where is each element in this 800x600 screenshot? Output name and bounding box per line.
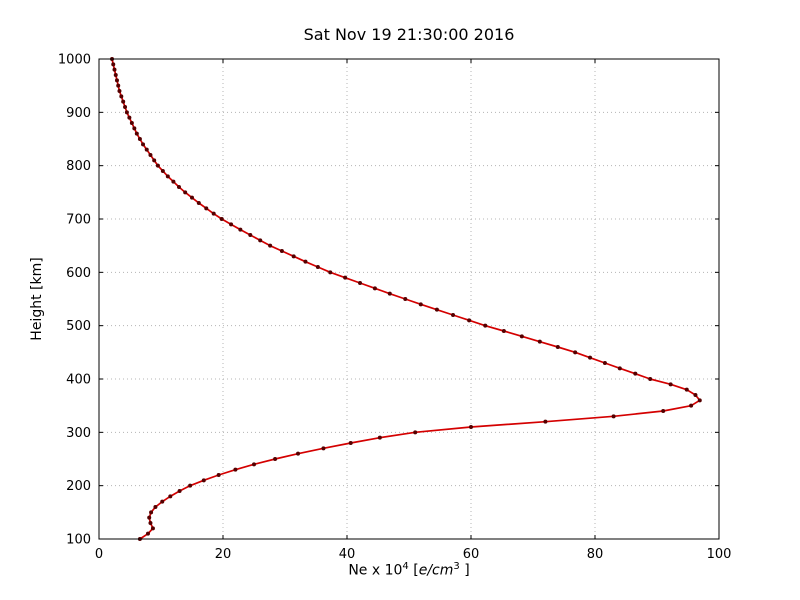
x-tick-label: 80 xyxy=(587,547,604,562)
y-tick-label: 600 xyxy=(66,266,91,281)
y-tick-label: 1000 xyxy=(58,53,91,68)
xlabel-bracket-open: [ xyxy=(408,562,419,579)
y-tick-label: 900 xyxy=(66,106,91,121)
grid-lines xyxy=(99,59,719,539)
y-tick-label: 500 xyxy=(66,319,91,334)
xlabel-units-exponent: 3 xyxy=(453,561,460,572)
y-tick-label: 200 xyxy=(66,479,91,494)
y-tick-label: 800 xyxy=(66,159,91,174)
y-tick-label: 100 xyxy=(66,533,91,548)
y-axis-label: Height [km] xyxy=(29,257,45,341)
x-tick-label: 100 xyxy=(707,547,732,562)
xlabel-prefix: Ne x 10 xyxy=(348,562,403,579)
x-axis-label: Ne x 104 [e/cm3 ] xyxy=(99,561,719,579)
xlabel-units-math: e/cm xyxy=(418,562,454,579)
x-tick-label: 60 xyxy=(463,547,480,562)
x-tick-label: 0 xyxy=(95,547,103,562)
xlabel-exponent: 4 xyxy=(402,561,409,572)
xlabel-bracket-close: ] xyxy=(459,562,470,579)
data-series-markers xyxy=(110,57,702,541)
chart-title: Sat Nov 19 21:30:00 2016 xyxy=(303,25,515,44)
axes-frame xyxy=(98,58,720,540)
y-tick-label: 300 xyxy=(66,426,91,441)
y-tick-label: 700 xyxy=(66,213,91,228)
y-tick-label: 400 xyxy=(66,373,91,388)
axis-ticks xyxy=(98,58,720,540)
x-tick-label: 40 xyxy=(339,547,356,562)
tick-labels: 0 20 40 60 80 100 100 200 300 400 500 600 700 800 900 1… xyxy=(58,53,732,563)
x-tick-label: 20 xyxy=(215,547,232,562)
